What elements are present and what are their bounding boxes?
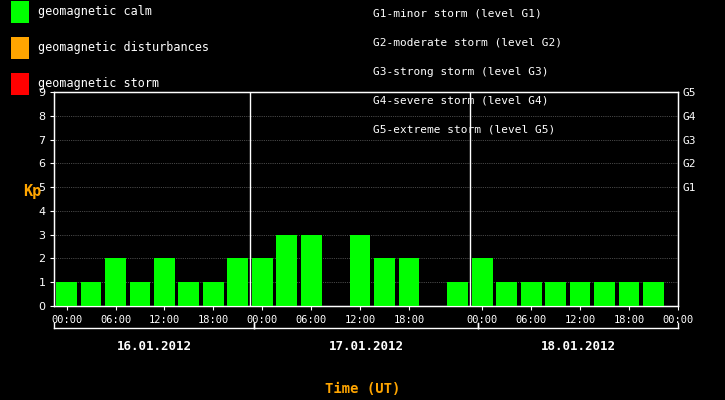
Bar xyxy=(105,258,126,306)
Bar xyxy=(472,258,493,306)
Bar xyxy=(301,235,321,306)
Bar xyxy=(154,258,175,306)
Bar xyxy=(399,258,419,306)
Bar xyxy=(545,282,566,306)
Text: 16.01.2012: 16.01.2012 xyxy=(117,340,191,352)
Bar xyxy=(497,282,517,306)
Bar xyxy=(374,258,395,306)
Bar xyxy=(252,258,273,306)
Bar xyxy=(521,282,542,306)
Text: geomagnetic storm: geomagnetic storm xyxy=(38,78,159,90)
Bar xyxy=(80,282,102,306)
Bar xyxy=(57,282,77,306)
Text: G5-extreme storm (level G5): G5-extreme storm (level G5) xyxy=(373,124,555,134)
Bar xyxy=(178,282,199,306)
Text: G3-strong storm (level G3): G3-strong storm (level G3) xyxy=(373,67,549,77)
Y-axis label: Kp: Kp xyxy=(23,184,41,199)
Bar xyxy=(349,235,370,306)
Text: G2-moderate storm (level G2): G2-moderate storm (level G2) xyxy=(373,38,563,48)
Bar xyxy=(618,282,639,306)
Bar xyxy=(570,282,590,306)
Bar xyxy=(203,282,224,306)
Bar xyxy=(228,258,248,306)
Bar xyxy=(276,235,297,306)
Bar xyxy=(130,282,150,306)
Text: 17.01.2012: 17.01.2012 xyxy=(328,340,404,352)
Text: G4-severe storm (level G4): G4-severe storm (level G4) xyxy=(373,95,549,105)
Text: 18.01.2012: 18.01.2012 xyxy=(541,340,616,352)
Text: G1-minor storm (level G1): G1-minor storm (level G1) xyxy=(373,9,542,19)
Bar xyxy=(594,282,615,306)
Text: geomagnetic calm: geomagnetic calm xyxy=(38,6,152,18)
Bar xyxy=(447,282,468,306)
Text: geomagnetic disturbances: geomagnetic disturbances xyxy=(38,42,209,54)
Bar xyxy=(643,282,664,306)
Text: Time (UT): Time (UT) xyxy=(325,382,400,396)
